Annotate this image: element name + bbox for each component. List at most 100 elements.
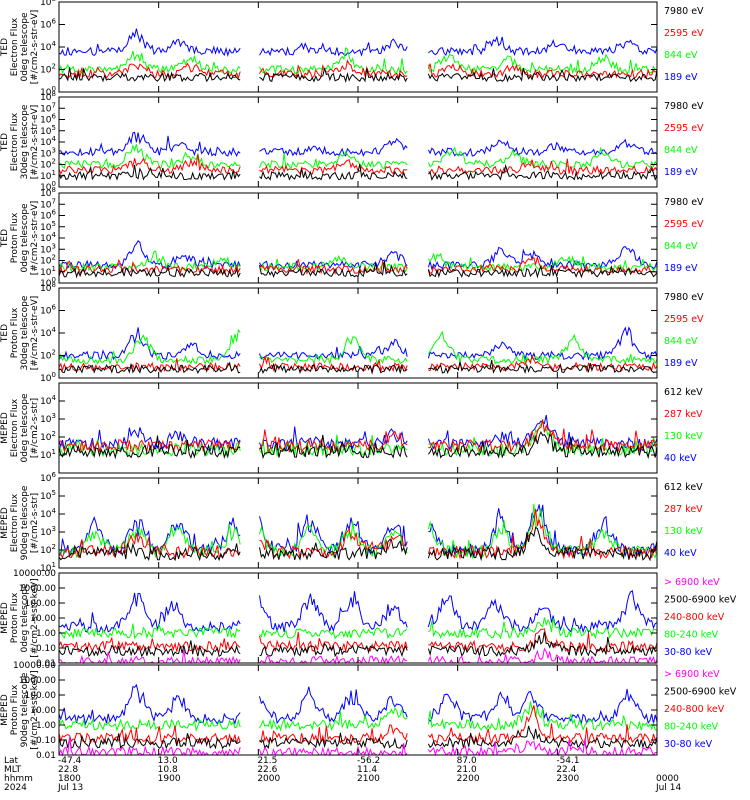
y-tick-label: 106 bbox=[40, 304, 56, 317]
y-tick-label: 102 bbox=[40, 349, 56, 362]
series-189-ev bbox=[58, 240, 658, 271]
y-tick-label: 1000.00 bbox=[19, 676, 56, 686]
panel-2: TEDElectron Flux30deg telescope[#/cm2-s-… bbox=[0, 90, 704, 193]
legend-entry: 844 eV bbox=[664, 241, 698, 252]
panel-ylabel: TEDElectron Flux0deg telescope[#/cm2-s-s… bbox=[0, 10, 40, 85]
y-tick-label: 103 bbox=[40, 412, 56, 425]
legend-entry: 7980 eV bbox=[664, 6, 704, 17]
series-7980-ev bbox=[58, 360, 658, 375]
legend-entry: 844 eV bbox=[664, 50, 698, 61]
y-tick-label: 0.01 bbox=[36, 751, 56, 761]
y-tick-label: 102 bbox=[40, 63, 56, 76]
x-tick-mlt: 22.8 bbox=[58, 765, 78, 775]
y-tick-label: 100.00 bbox=[25, 691, 57, 701]
y-tick-label: 1.00 bbox=[36, 721, 56, 731]
panel-ylabel: TEDProton Flux0deg telescope[#/cm2-s-str… bbox=[0, 201, 40, 276]
x-row-label: Lat bbox=[4, 756, 19, 766]
y-tick-label: 104 bbox=[40, 507, 56, 520]
x-tick-mlt: 22.6 bbox=[257, 765, 277, 775]
y-tick-label: 102 bbox=[40, 543, 56, 556]
y-tick-label: 0.01 bbox=[36, 659, 56, 669]
legend-entry: 287 keV bbox=[664, 409, 703, 420]
legend-entry: 612 keV bbox=[664, 482, 703, 493]
legend-entry: 130 keV bbox=[664, 526, 703, 537]
y-tick-label: 0.10 bbox=[36, 736, 56, 746]
series-844-ev bbox=[58, 47, 658, 75]
legend-entry: 40 keV bbox=[664, 453, 697, 464]
x-tick-lat: -54.1 bbox=[556, 756, 579, 766]
legend-entry: 40 keV bbox=[664, 548, 697, 559]
series-30-80-kev bbox=[58, 590, 658, 634]
y-tick-label: 101 bbox=[40, 448, 56, 461]
legend-entry: 240-800 keV bbox=[664, 704, 725, 715]
legend-entry: 612 keV bbox=[664, 387, 703, 398]
x-tick-hhmm: 2200 bbox=[457, 774, 480, 784]
series-7980-ev bbox=[58, 67, 658, 83]
x-row-label: 2024 bbox=[4, 783, 27, 793]
y-tick-label: 10.00 bbox=[30, 706, 56, 716]
x-tick-hhmm: 2000 bbox=[257, 774, 280, 784]
legend-entry: 130 keV bbox=[664, 431, 703, 442]
y-tick-label: 0.10 bbox=[36, 644, 56, 654]
legend-entry: 30-80 keV bbox=[664, 647, 713, 658]
legend-entry: 2500-6900 keV bbox=[664, 595, 737, 606]
legend-entry: 2595 eV bbox=[664, 314, 704, 325]
panel-8: MEPEDProton Flux90deg telescope[#/cm2-s-… bbox=[0, 661, 737, 761]
legend-entry: > 6900 keV bbox=[664, 669, 720, 680]
x-tick-hhmm: 2300 bbox=[556, 774, 579, 784]
series-2500-6900-kev bbox=[58, 725, 658, 750]
series-844-ev bbox=[58, 328, 658, 366]
x-tick-date: Jul 13 bbox=[57, 783, 83, 793]
panel-3: TEDProton Flux0deg telescope[#/cm2-s-str… bbox=[0, 186, 704, 289]
legend-entry: 80-240 keV bbox=[664, 630, 719, 641]
legend-entry: 189 eV bbox=[664, 167, 698, 178]
panel-frame bbox=[58, 1, 658, 93]
y-tick-label: 1000.00 bbox=[19, 584, 56, 594]
panel-frame bbox=[58, 96, 658, 188]
series-189-ev bbox=[58, 131, 658, 157]
y-tick-label: 10000.00 bbox=[13, 569, 56, 579]
panel-7: MEPEDProton Flux0deg telescope[#/cm2-s-s… bbox=[0, 569, 737, 669]
legend-entry: 80-240 keV bbox=[664, 722, 719, 733]
panel-ylabel: MEPEDProton Flux0deg telescope[#/cm2-s-s… bbox=[0, 578, 40, 657]
legend-entry: 7980 eV bbox=[664, 197, 704, 208]
series-30-80-kev bbox=[58, 683, 658, 726]
panel-4: TEDProton Flux30deg telescope[#/cm2-s-st… bbox=[0, 281, 704, 384]
series-80-240-kev bbox=[58, 617, 658, 640]
y-tick-label: 106 bbox=[40, 18, 56, 31]
panel-6: MEPEDElectron Flux90deg telescope[#/cm2-… bbox=[0, 471, 703, 574]
y-tick-label: 1.00 bbox=[36, 629, 56, 639]
legend-entry: 240-800 keV bbox=[664, 612, 725, 623]
legend-entry: 844 eV bbox=[664, 336, 698, 347]
y-tick-label: 105 bbox=[40, 489, 56, 502]
x-tick-hhmm: 1800 bbox=[58, 774, 81, 784]
y-tick-label: 100.00 bbox=[25, 599, 57, 609]
series-844-ev bbox=[59, 144, 658, 170]
series-844-ev bbox=[58, 250, 658, 273]
panel-5: MEPEDElectron Flux0deg telescope[#/cm2-s… bbox=[0, 382, 703, 474]
y-tick-label: 104 bbox=[40, 40, 56, 53]
x-tick-mlt: 22.4 bbox=[556, 765, 576, 775]
legend-entry: 189 eV bbox=[664, 72, 698, 83]
y-tick-label: 103 bbox=[40, 525, 56, 538]
y-tick-label: 104 bbox=[40, 326, 56, 339]
y-tick-label: 10.00 bbox=[30, 614, 56, 624]
series-2595-ev bbox=[58, 59, 658, 80]
x-tick-lat: 87.0 bbox=[457, 756, 477, 766]
legend-entry: 30-80 keV bbox=[664, 739, 713, 750]
y-tick-label: 104 bbox=[40, 394, 56, 407]
legend-entry: > 6900 keV bbox=[664, 577, 720, 588]
x-tick-mlt: 11.4 bbox=[357, 765, 377, 775]
panel-frame bbox=[58, 382, 658, 474]
x-row-label: hhmm bbox=[4, 774, 33, 784]
panel-ylabel: MEPEDElectron Flux90deg telescope[#/cm2-… bbox=[0, 485, 40, 560]
panel-ylabel: TEDElectron Flux30deg telescope[#/cm2-s-… bbox=[0, 104, 40, 179]
legend-entry: 287 keV bbox=[664, 504, 703, 515]
panel-ylabel: TEDProton Flux30deg telescope[#/cm2-s-st… bbox=[0, 295, 40, 370]
legend-entry: 2500-6900 keV bbox=[664, 687, 737, 698]
y-tick-label: 108 bbox=[40, 0, 56, 8]
y-tick-label: 100 bbox=[40, 371, 56, 384]
x-tick-hhmm: 2100 bbox=[357, 774, 380, 784]
